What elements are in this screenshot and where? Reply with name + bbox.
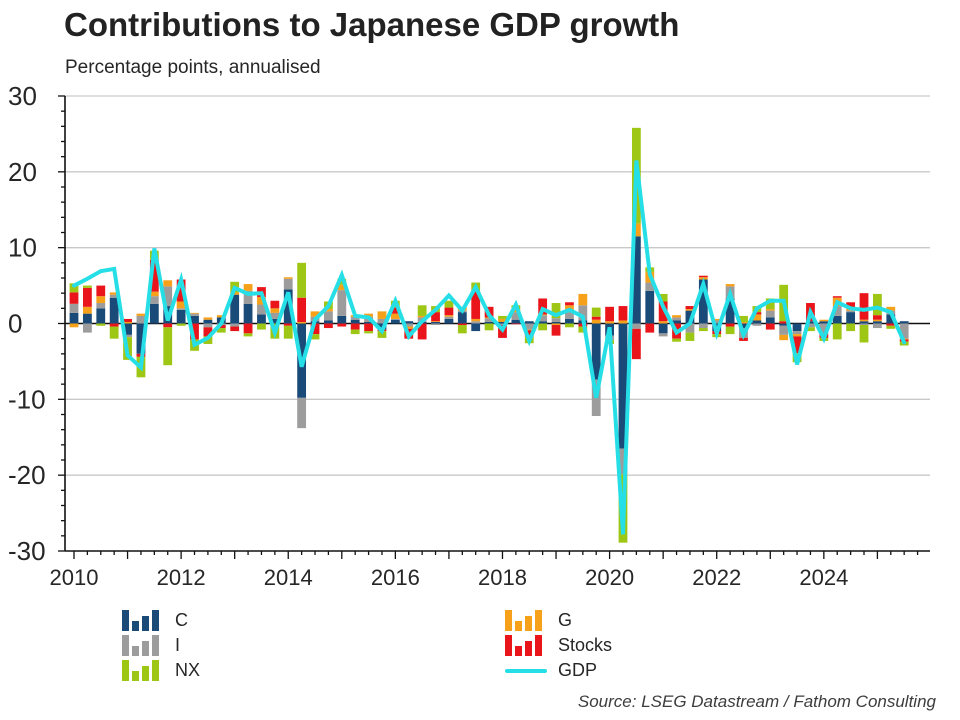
svg-text:0: 0 <box>8 309 22 339</box>
svg-text:2022: 2022 <box>692 565 741 590</box>
bar-series-icon <box>122 660 166 681</box>
legend-column-left: C I NX <box>122 608 200 683</box>
svg-text:2020: 2020 <box>585 565 634 590</box>
svg-text:2010: 2010 <box>50 565 99 590</box>
chart-subtitle: Percentage points, annualised <box>65 57 321 78</box>
bar-series-icon <box>122 635 166 656</box>
legend-label: NX <box>175 660 201 680</box>
line-series-icon <box>505 668 547 673</box>
svg-text:2024: 2024 <box>799 565 848 590</box>
svg-text:2016: 2016 <box>371 565 420 590</box>
legend-item-nx: NX <box>122 658 200 683</box>
legend-item-stocks: Stocks <box>505 633 612 658</box>
svg-text:-20: -20 <box>8 460 46 490</box>
svg-text:2018: 2018 <box>478 565 527 590</box>
bar-series-icon <box>505 635 549 656</box>
svg-text:2014: 2014 <box>264 565 313 590</box>
svg-text:20: 20 <box>8 157 37 187</box>
bar-series-icon <box>505 610 549 631</box>
legend-label: C <box>175 610 188 630</box>
legend-label: Stocks <box>558 635 613 655</box>
legend-item-c: C <box>122 608 200 633</box>
chart-title: Contributions to Japanese GDP growth <box>64 6 680 43</box>
svg-text:30: 30 <box>8 81 37 111</box>
legend-column-right: G Stocks GDP <box>505 608 612 683</box>
legend-label: G <box>558 610 573 630</box>
svg-text:2012: 2012 <box>157 565 206 590</box>
legend-label: I <box>175 635 181 655</box>
svg-text:-10: -10 <box>8 384 46 414</box>
legend-item-i: I <box>122 633 200 658</box>
svg-text:10: 10 <box>8 233 37 263</box>
legend-item-g: G <box>505 608 612 633</box>
svg-text:-30: -30 <box>8 536 46 566</box>
chart-legend: C I NX G Stocks GDP <box>0 608 960 693</box>
legend-label: GDP <box>558 660 598 680</box>
source-note: Source: LSEG Datastream / Fathom Consult… <box>577 692 936 711</box>
legend-item-gdp: GDP <box>505 658 612 683</box>
bar-series-icon <box>122 610 166 631</box>
